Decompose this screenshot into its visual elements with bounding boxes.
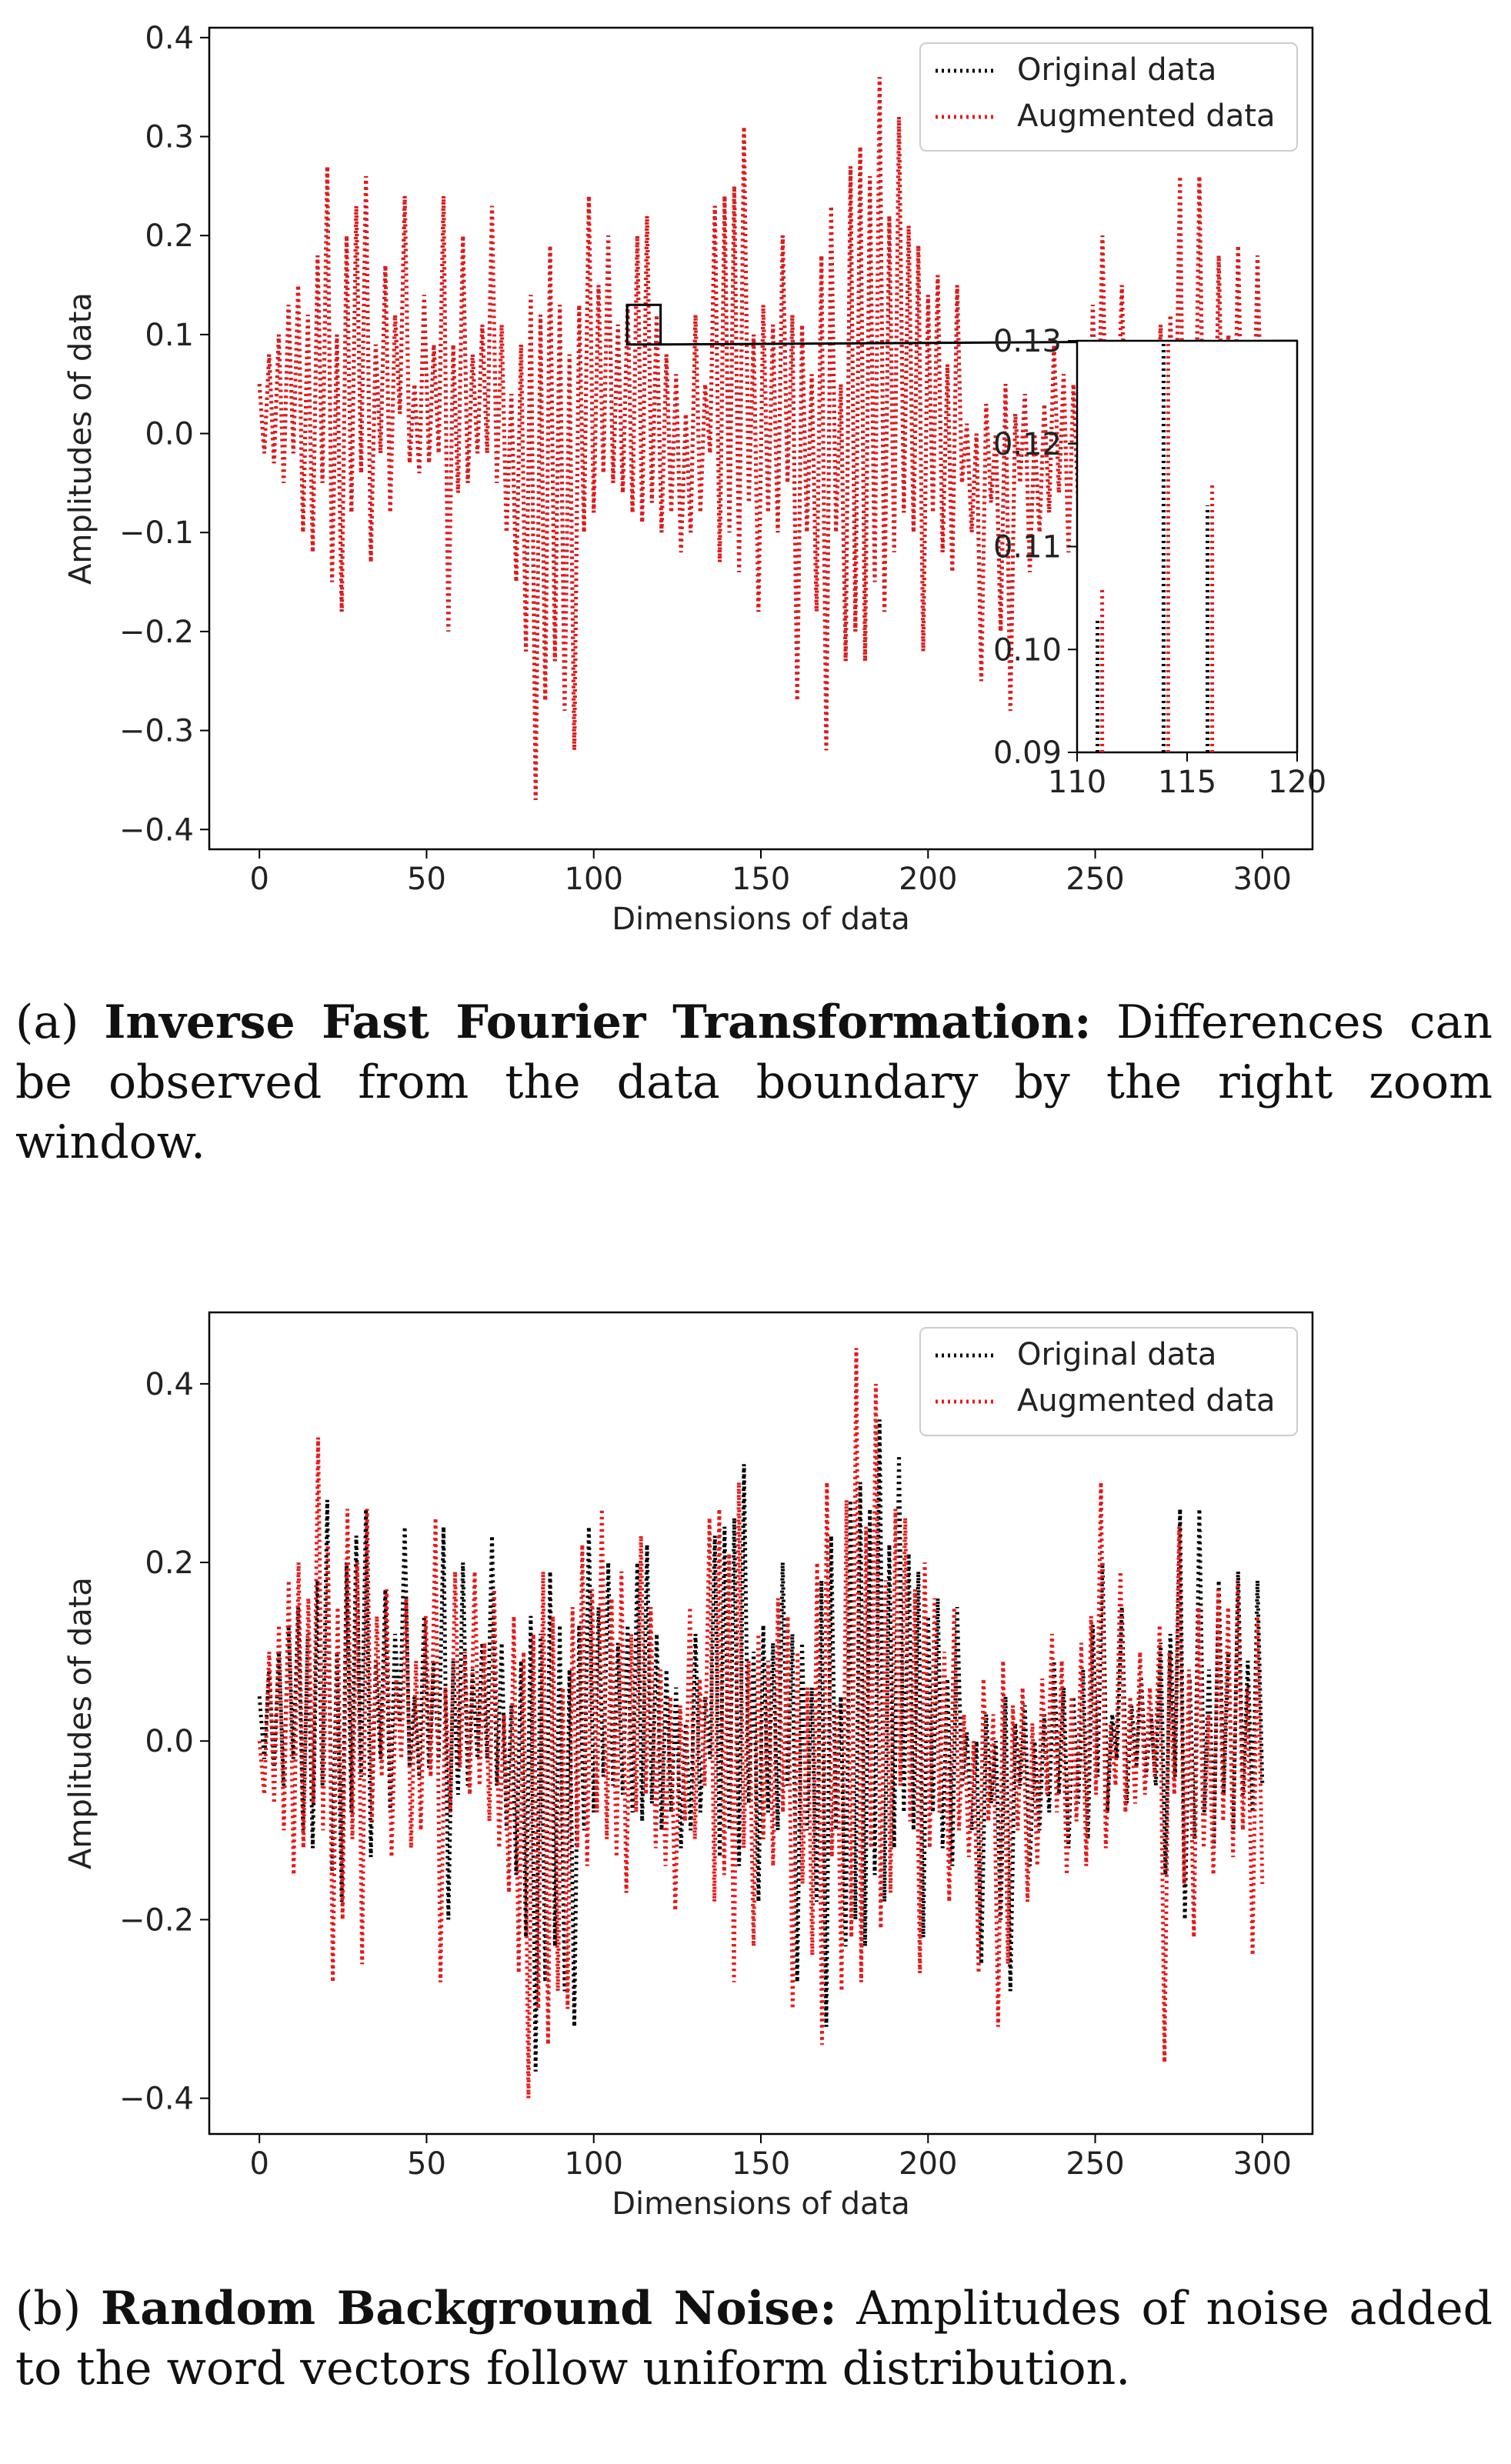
x-tick-label: 250 xyxy=(1066,2146,1124,2182)
caption-b-text: Amplitudes of noise added to the word ve… xyxy=(15,2282,1493,2396)
inset-y-tick-label: 0.09 xyxy=(993,735,1062,771)
legend-box xyxy=(919,42,1298,152)
figure-panel-b: 0 50 100 150 200 250 300 −0.4 −0.2 0.0 0.2 0.4 Dimen… xyxy=(0,1285,1511,2254)
x-tick-label: 150 xyxy=(732,2146,790,2182)
y-tick-label: −0.4 xyxy=(119,2082,194,2117)
figure-panel-a: 0 50 100 150 200 250 300 −0.4 −0.3 −0.2 −0.1 0.0 0.1… xyxy=(0,0,1511,969)
chart-a: 0 50 100 150 200 250 300 −0.4 −0.3 −0.2 −0.1 0.0 0.1… xyxy=(63,21,1326,937)
y-tick-label: −0.4 xyxy=(119,812,194,848)
y-tick-label: −0.1 xyxy=(119,515,194,551)
inset-frame xyxy=(1076,339,1299,754)
x-tick-label: 0 xyxy=(249,862,269,897)
legend-label: Original data xyxy=(1017,1337,1216,1372)
inset-y-tick-label: 0.11 xyxy=(993,530,1062,565)
x-tick-label: 200 xyxy=(899,862,957,897)
x-tick-label: 0 xyxy=(249,2146,269,2182)
y-tick-label: 0.2 xyxy=(145,1545,194,1581)
inset-y-tick-label: 0.12 xyxy=(993,427,1062,462)
y-tick-label: −0.2 xyxy=(119,615,194,650)
y-tick-label: 0.1 xyxy=(145,318,194,353)
caption-a-bold: Inverse Fast Fourier Transformation: xyxy=(104,995,1092,1049)
y-tick-label: −0.2 xyxy=(119,1902,194,1938)
y-axis-label: Amplitudes of data xyxy=(63,292,98,585)
series-line-augmented xyxy=(257,1348,1265,2099)
x-axis-label: Dimensions of data xyxy=(612,2186,910,2222)
legend-label: Augmented data xyxy=(1017,98,1276,134)
x-tick-label: 300 xyxy=(1233,862,1292,897)
caption-a-text: Differences can be observed from the dat… xyxy=(15,995,1493,1169)
inset-x-tick-label: 115 xyxy=(1158,765,1216,800)
legend-label: Original data xyxy=(1017,52,1216,88)
x-tick-label: 150 xyxy=(732,862,790,897)
y-tick-label: 0.3 xyxy=(145,120,194,155)
x-axis-label: Dimensions of data xyxy=(612,902,910,937)
y-axis-label: Amplitudes of data xyxy=(63,1577,98,1869)
y-tick-label: 0.0 xyxy=(145,417,194,452)
inset-y-tick-label: 0.13 xyxy=(993,324,1062,359)
chart-b: 0 50 100 150 200 250 300 −0.4 −0.2 0.0 0.2 0.4 Dimen… xyxy=(63,1311,1314,2222)
y-tick-label: 0.0 xyxy=(145,1724,194,1759)
inset-x-tick-label: 110 xyxy=(1048,765,1106,800)
y-tick-label: −0.3 xyxy=(119,714,194,749)
x-tick-label: 50 xyxy=(407,862,446,897)
legend-label: Augmented data xyxy=(1017,1383,1276,1419)
legend: Original data Augmented data xyxy=(919,1327,1298,1436)
legend: Original data Augmented data xyxy=(919,42,1298,152)
y-tick-label: 0.4 xyxy=(145,21,194,56)
x-tick-label: 100 xyxy=(565,2146,623,2182)
caption-b-bold: Random Background Noise: xyxy=(100,2282,837,2336)
series-line-augmented xyxy=(257,77,1265,800)
caption-b-prefix: (b) xyxy=(15,2282,101,2336)
series-line-original xyxy=(257,1419,1265,2072)
y-tick-label: 0.4 xyxy=(145,1367,194,1402)
caption-a: (a) Inverse Fast Fourier Transformation:… xyxy=(15,992,1493,1172)
legend-box xyxy=(919,1327,1298,1436)
caption-a-prefix: (a) xyxy=(15,995,105,1049)
x-tick-label: 300 xyxy=(1233,2146,1292,2182)
inset-y-tick-label: 0.10 xyxy=(993,632,1062,668)
y-tick-label: 0.2 xyxy=(145,218,194,254)
caption-b: (b) Random Background Noise: Amplitudes … xyxy=(15,2279,1493,2399)
zoom-source-box xyxy=(625,303,662,346)
x-tick-label: 200 xyxy=(899,2146,957,2182)
x-tick-label: 100 xyxy=(565,862,623,897)
x-tick-label: 250 xyxy=(1066,862,1124,897)
inset-x-tick-label: 120 xyxy=(1268,765,1326,800)
x-tick-label: 50 xyxy=(407,2146,446,2182)
